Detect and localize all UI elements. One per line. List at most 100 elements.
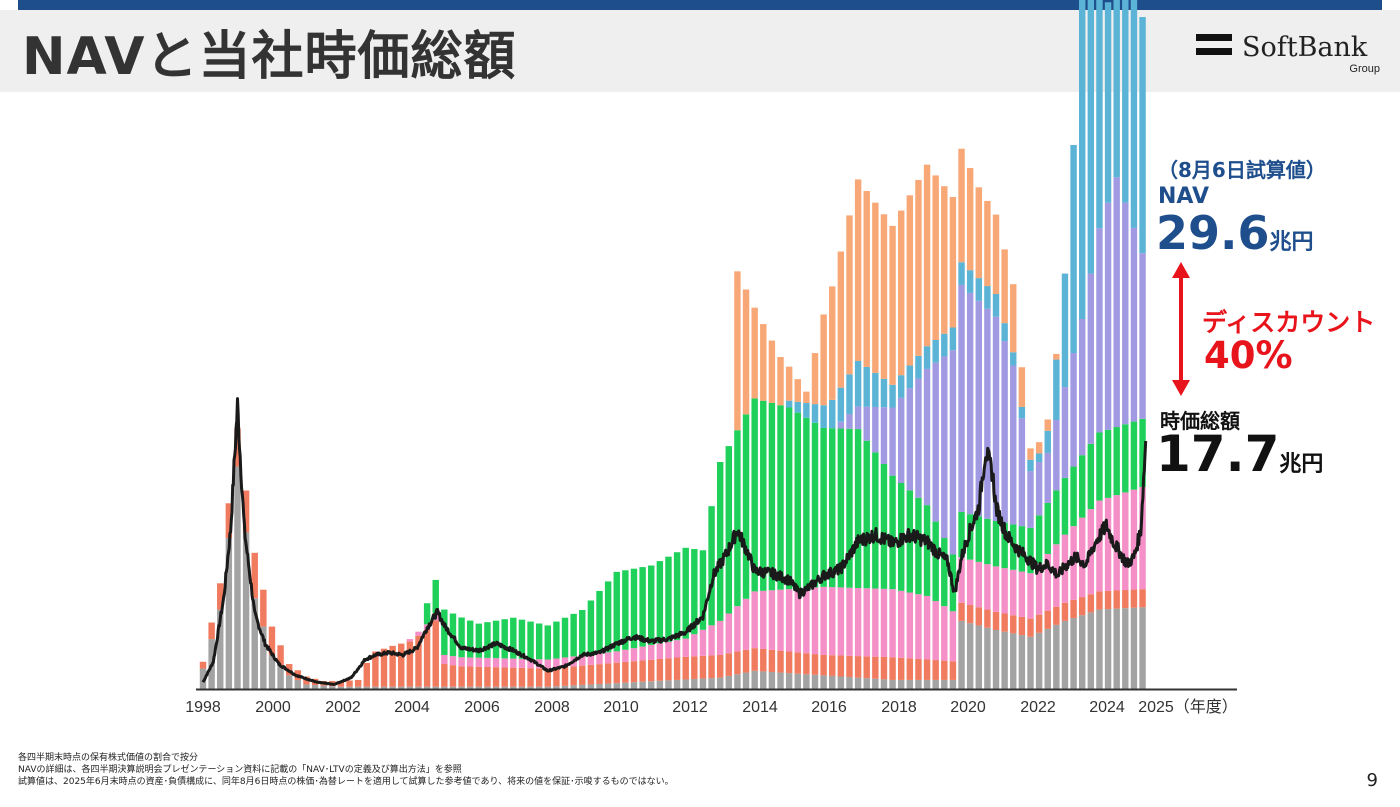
bar-segment-salmon — [449, 665, 457, 687]
bar-segment-gray — [501, 686, 508, 689]
bar-segment-salmon — [501, 667, 508, 687]
bar-segment-purple — [906, 388, 914, 491]
footnote-1: 各四半期末時点の保有株式価値の割合で按分 — [18, 753, 199, 763]
bar-segment-salmon — [630, 661, 638, 683]
bar-segment-purple — [949, 350, 957, 555]
x-tick-label: 2016 — [811, 699, 847, 716]
bar-segment-green — [863, 440, 870, 589]
bar-segment-purple — [923, 368, 931, 506]
x-tick-label: 2008 — [534, 699, 570, 716]
bar-segment-green — [785, 407, 793, 590]
bar-segment-salmon — [639, 660, 646, 682]
bar-segment-pink — [785, 589, 793, 652]
bar-segment-gray — [751, 670, 758, 689]
bar-segment-salmon — [648, 659, 655, 682]
bar-segment-purple — [880, 407, 888, 464]
bar-segment-pink — [975, 561, 982, 608]
nav-value-number: 29.6 — [1156, 206, 1270, 260]
bar-segment-pink — [897, 590, 905, 658]
logo-mark-icon — [1196, 34, 1232, 58]
bar-segment-salmon — [622, 661, 629, 683]
bar-segment-pink — [1027, 573, 1034, 619]
bar-segment-gray — [1044, 628, 1051, 689]
bar-segment-pink — [527, 659, 534, 669]
bar-segment-purple — [966, 292, 974, 515]
bar-segment-gray — [225, 538, 233, 689]
bar-segment-orange — [975, 187, 982, 279]
bar-segment-gray — [760, 671, 767, 689]
bar-segment-gray — [441, 686, 448, 689]
bar-segment-gray — [897, 679, 905, 689]
bar-segment-blue — [820, 405, 827, 428]
bar-segment-salmon — [604, 663, 612, 684]
bar-segment-salmon — [742, 649, 750, 673]
bar-segment-salmon — [863, 656, 870, 679]
bar-segment-salmon — [475, 666, 483, 687]
bar-segment-pink — [984, 564, 991, 610]
bar-segment-gray — [1079, 615, 1086, 689]
bar-segment-gray — [423, 686, 431, 689]
bar-segment-orange — [837, 251, 845, 388]
bar-segment-green — [673, 552, 681, 641]
bar-segment-pink — [406, 639, 414, 642]
bar-segment-pink — [889, 589, 896, 658]
bar-segment-pink — [932, 601, 939, 661]
bar-segment-salmon — [535, 668, 543, 687]
bar-segment-salmon — [398, 643, 405, 687]
bar-segment-salmon — [389, 645, 396, 687]
bar-segment-gray — [648, 681, 655, 689]
bar-segment-blue — [837, 387, 845, 422]
bar-segment-pink — [1010, 569, 1017, 616]
bar-segment-gray — [354, 686, 362, 689]
bar-segment-gray — [742, 672, 750, 689]
bar-segment-purple — [889, 407, 896, 476]
bar-segment-gray — [613, 683, 620, 689]
bar-segment-gray — [656, 680, 664, 689]
bar-segment-gray — [251, 598, 258, 689]
bar-segment-blue — [1001, 323, 1008, 342]
bar-segment-pink — [501, 658, 508, 668]
x-tick-label: 2025（年度） — [1138, 698, 1238, 716]
bar-segment-salmon — [1044, 610, 1051, 629]
bar-segment-gray — [1018, 635, 1026, 689]
bar-segment-blue — [923, 346, 931, 369]
bar-segment-salmon — [432, 620, 439, 687]
bar-segment-salmon — [785, 651, 793, 674]
bar-segment-pink — [673, 640, 681, 658]
bar-segment-salmon — [1001, 613, 1008, 632]
bar-segment-blue — [829, 399, 836, 429]
bar-segment-green — [742, 414, 750, 599]
bar-segment-salmon — [492, 667, 500, 687]
nav-label: NAV — [1158, 184, 1209, 209]
bar-segment-orange — [751, 307, 758, 399]
bar-segment-green — [458, 617, 465, 658]
bar-segment-blue — [966, 270, 974, 293]
bar-segment-blue — [854, 360, 862, 407]
x-tick-label: 2002 — [325, 699, 361, 716]
bar-segment-green — [682, 547, 689, 639]
bar-segment-salmon — [380, 648, 388, 687]
bar-segment-salmon — [199, 661, 207, 669]
bar-segment-blue — [958, 262, 965, 285]
bar-segment-blue — [880, 378, 888, 408]
bar-segment-gray — [596, 684, 603, 689]
bar-segment-pink — [604, 652, 612, 664]
bar-segment-pink — [760, 590, 767, 649]
bar-segment-blue — [1079, 0, 1086, 319]
bar-segment-salmon — [354, 679, 362, 687]
bar-segment-gray — [854, 677, 862, 689]
bar-segment-green — [846, 428, 853, 588]
bar-segment-green — [880, 463, 888, 589]
bar-segment-gray — [1087, 612, 1095, 689]
bar-segment-salmon — [423, 629, 431, 687]
bar-segment-gray — [1096, 609, 1103, 689]
bar-segment-blue — [1122, 0, 1129, 203]
bar-segment-gray — [811, 674, 819, 689]
bar-segment-salmon — [716, 654, 724, 678]
bar-segment-salmon — [915, 658, 922, 680]
bar-segment-orange — [811, 353, 819, 405]
bar-segment-green — [716, 462, 724, 621]
bar-segment-blue — [1104, 2, 1112, 203]
bar-segment-gray — [768, 671, 776, 689]
bar-segment-pink — [768, 590, 776, 650]
